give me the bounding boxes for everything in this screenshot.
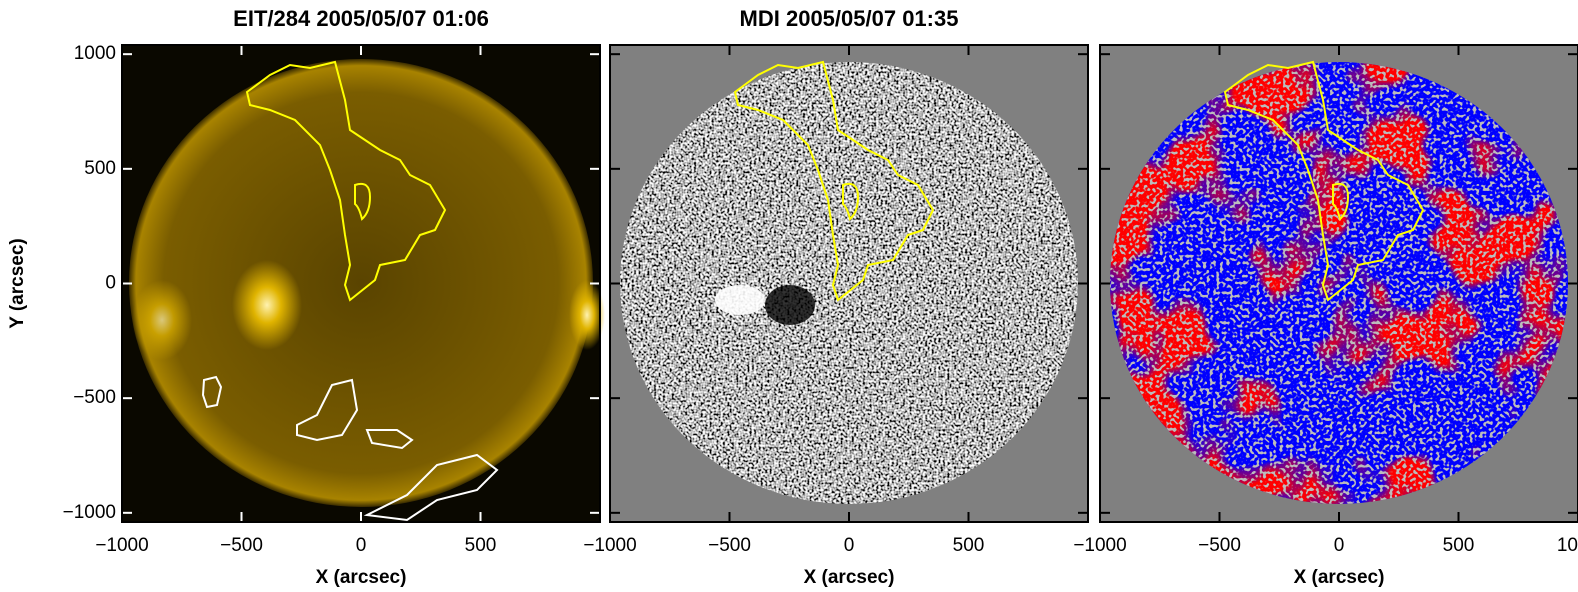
y-axis-label: Y (arcsec)	[7, 238, 28, 329]
x-tick-label: 0	[1334, 535, 1345, 556]
panel-title: MDI 2005/05/07 01:35	[740, 6, 959, 31]
mdi-image	[610, 45, 1088, 522]
y-tick-label: 500	[84, 158, 116, 179]
figure: EIT/284 2005/05/07 01:06 X (arcsec) Y (arc…	[0, 0, 1578, 592]
x-tick-label: −500	[220, 535, 263, 556]
polarity-image	[1100, 45, 1578, 522]
x-tick-label: 500	[465, 535, 497, 556]
x-tick-label: 500	[1443, 535, 1475, 556]
x-tick-label: −1000	[1073, 535, 1126, 556]
x-tick-label: −1000	[583, 535, 636, 556]
y-tick-label: 0	[105, 273, 116, 294]
x-axis-label: X (arcsec)	[804, 567, 895, 588]
y-tick-label: 1000	[74, 43, 116, 64]
x-axis-label: X (arcsec)	[316, 567, 407, 588]
x-tick-label: −500	[708, 535, 751, 556]
x-tick-label: 0	[356, 535, 367, 556]
eit-image	[122, 45, 605, 522]
panel-title: EIT/284 2005/05/07 01:06	[233, 6, 489, 31]
x-tick-label: −500	[1198, 535, 1241, 556]
x-tick-label: 0	[844, 535, 855, 556]
x-tick-label: 1000	[1557, 535, 1578, 556]
x-tick-label: 500	[953, 535, 985, 556]
page: {"xlim": [-1000, 1000], "ylim": [-1040, …	[0, 0, 1578, 592]
y-tick-label: −1000	[63, 502, 116, 523]
y-tick-label: −500	[73, 387, 116, 408]
x-tick-label: −1000	[95, 535, 148, 556]
x-axis-label: X (arcsec)	[1294, 567, 1385, 588]
